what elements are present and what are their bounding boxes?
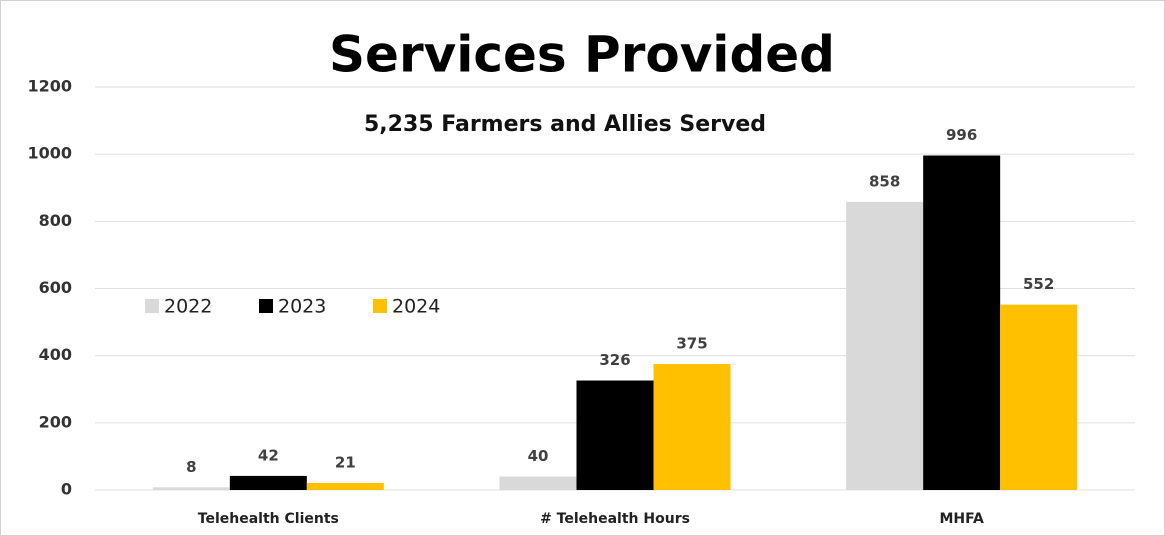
bar [923,155,1001,490]
x-tick-label: MHFA [939,511,984,527]
y-tick-label: 1000 [27,144,72,163]
legend-label: 2022 [164,296,212,318]
value-label: 552 [1023,275,1054,293]
legend-swatch [259,299,273,313]
chart-title: Services Provided [329,26,835,84]
chart-subtitle: 5,235 Farmers and Allies Served [364,112,766,137]
y-tick-label: 600 [39,278,72,297]
bar [306,482,384,490]
y-tick-label: 800 [39,211,72,230]
legend-swatch [373,299,387,313]
value-label: 326 [599,351,630,369]
y-tick-label: 0 [61,480,72,499]
value-label: 8 [186,458,196,476]
bar [152,487,230,490]
value-label: 42 [258,446,279,464]
bar [576,380,654,490]
value-label: 996 [946,126,977,144]
x-tick-label: Telehealth Clients [198,511,339,527]
legend-label: 2023 [278,296,326,318]
value-label: 21 [335,453,356,471]
value-label: 40 [528,447,549,465]
legend-label: 2024 [392,296,440,318]
y-tick-label: 200 [39,412,72,431]
bar [846,201,924,491]
bar [499,476,577,490]
y-tick-label: 1200 [27,77,72,96]
bar [653,364,731,490]
bar [1000,304,1078,490]
value-label: 858 [869,172,900,190]
legend-swatch [145,299,159,313]
x-tick-label: # Telehealth Hours [540,511,690,527]
y-tick-label: 400 [39,345,72,364]
bar [229,475,307,490]
value-label: 375 [676,335,707,353]
